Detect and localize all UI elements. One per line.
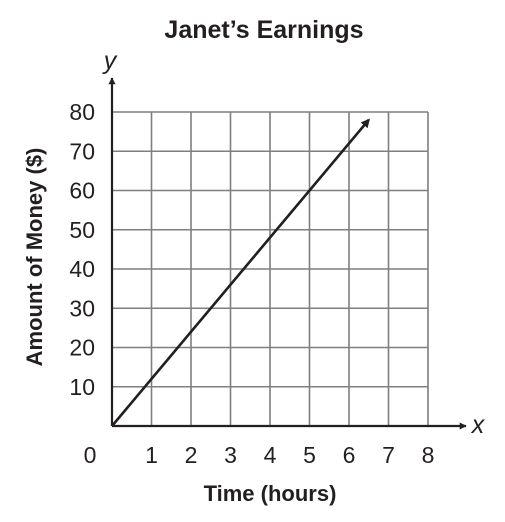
chart-title: Janet’s Earnings [164,16,363,44]
x-tick-label: 8 [422,442,435,468]
y-tick-labels: 10 20 30 40 50 60 70 80 [69,99,95,400]
y-variable-label: y [102,47,118,75]
y-axis-label: Amount of Money ($) [22,148,47,367]
origin-label: 0 [84,442,97,468]
y-tick-label: 40 [69,256,95,282]
x-tick-label: 3 [224,442,237,468]
y-tick-label: 20 [69,335,95,361]
x-variable-label: x [471,411,486,439]
x-tick-label: 6 [343,442,356,468]
y-tick-label: 60 [69,178,95,204]
x-axis-label: Time (hours) [204,481,337,506]
y-tick-label: 30 [69,295,95,321]
x-tick-label: 5 [303,442,316,468]
x-tick-label: 1 [145,442,158,468]
x-tick-label: 4 [264,442,277,468]
y-tick-label: 70 [69,138,95,164]
y-tick-label: 80 [69,99,95,125]
x-tick-label: 7 [382,442,395,468]
y-tick-label: 50 [69,217,95,243]
series-group [111,118,370,427]
x-tick-label: 2 [185,442,198,468]
grid [112,111,429,426]
y-tick-label: 10 [69,374,95,400]
series-line [111,118,370,427]
